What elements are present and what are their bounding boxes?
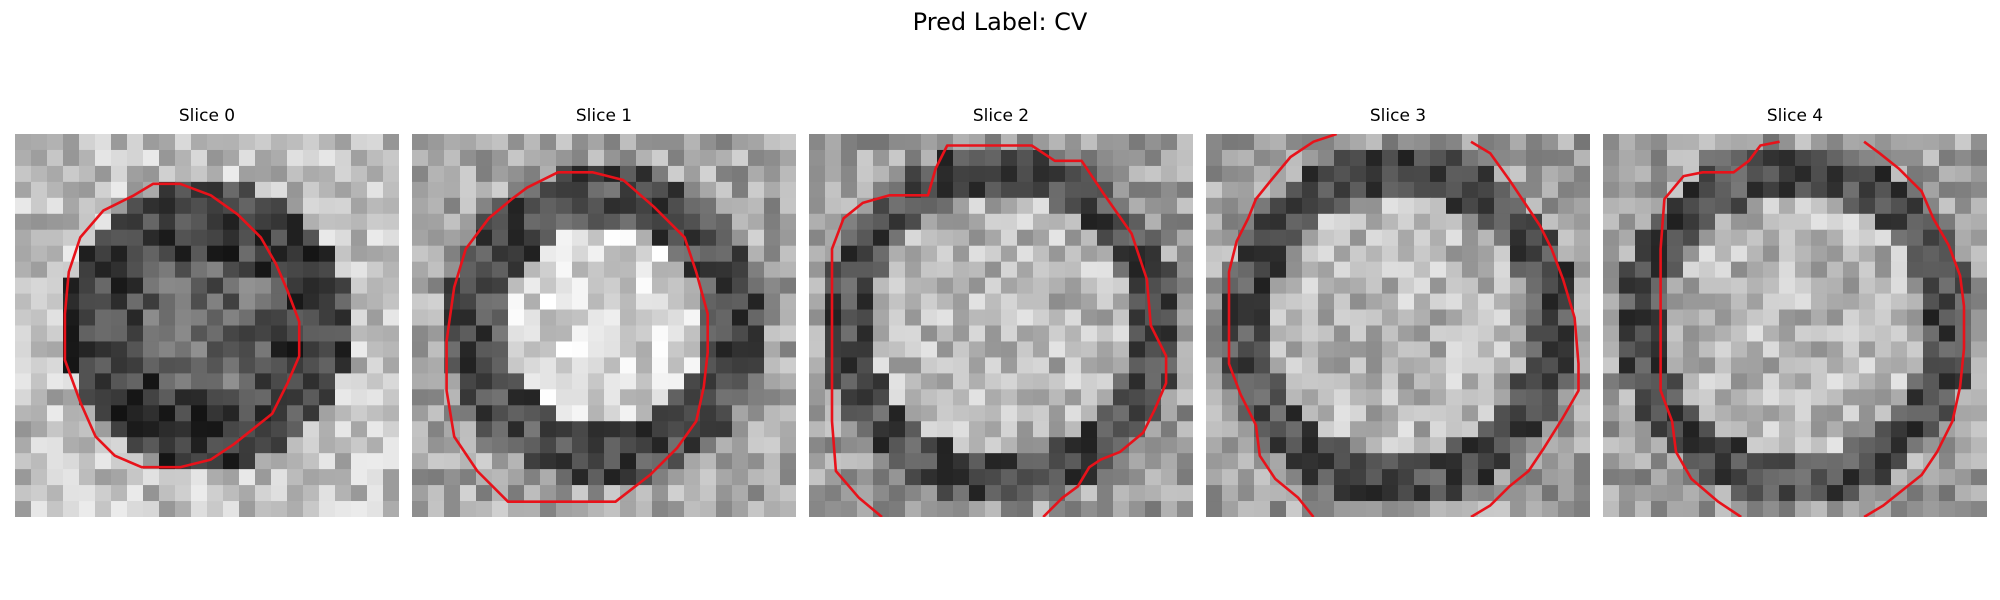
slice-image bbox=[1206, 134, 1590, 517]
slice-title: Slice 0 bbox=[178, 106, 236, 126]
slice-panel-4: Slice 4 bbox=[1603, 106, 1987, 517]
segmentation-contour bbox=[830, 144, 1168, 517]
segmentation-contour bbox=[63, 182, 301, 469]
slice-panel-0: Slice 0 bbox=[15, 106, 399, 517]
slice-panel-1: Slice 1 bbox=[412, 106, 796, 517]
slice-title: Slice 4 bbox=[1766, 106, 1824, 126]
segmentation-contour bbox=[1470, 140, 1580, 517]
segmentation-contour bbox=[1659, 140, 1780, 517]
slice-image bbox=[809, 134, 1193, 517]
slice-title: Slice 1 bbox=[575, 106, 633, 126]
slice-panel-2: Slice 2 bbox=[809, 106, 1193, 517]
slice-title: Slice 2 bbox=[972, 106, 1030, 126]
slice-image bbox=[1603, 134, 1987, 517]
segmentation-contour bbox=[1863, 140, 1966, 517]
slice-image bbox=[412, 134, 796, 517]
segmentation-contour bbox=[1227, 134, 1338, 517]
segmentation-contour bbox=[445, 170, 710, 504]
slice-image bbox=[15, 134, 399, 517]
slice-panel-3: Slice 3 bbox=[1206, 106, 1590, 517]
figure-title: Pred Label: CV bbox=[912, 8, 1088, 36]
slice-title: Slice 3 bbox=[1369, 106, 1427, 126]
